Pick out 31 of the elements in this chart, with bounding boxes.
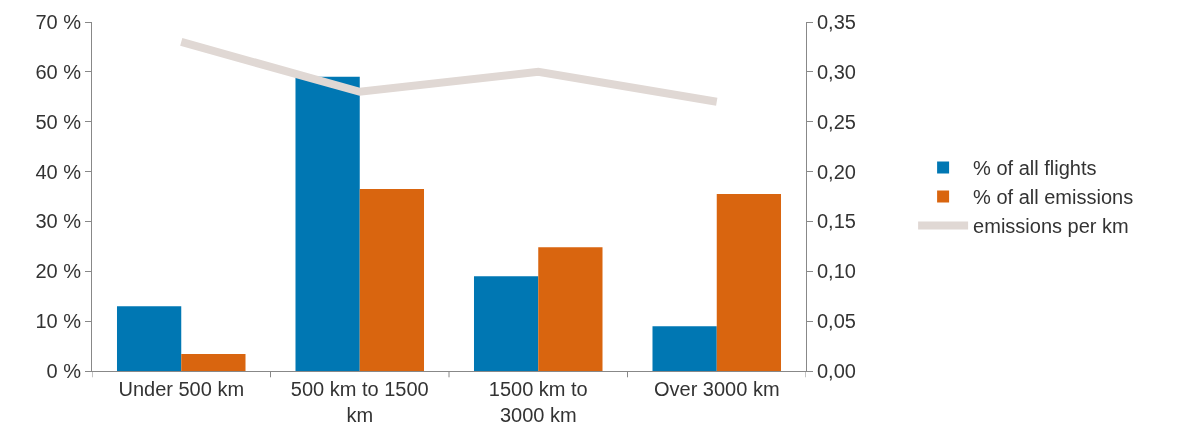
bar xyxy=(538,247,603,371)
y2-tick-label: 0,00 xyxy=(817,360,856,382)
y-tick-label: 30 % xyxy=(35,210,82,233)
x-tick-label: 500 km to 1500 km xyxy=(290,378,429,426)
y2-tick-label: 0,20 xyxy=(817,160,856,183)
y2-tick-label: 0,05 xyxy=(817,310,856,333)
y2-tick-label: 0,30 xyxy=(817,60,856,83)
y-tick-label: 60 % xyxy=(35,60,82,83)
y-tick-label: 70 % xyxy=(35,11,82,33)
bar xyxy=(295,76,360,371)
bar xyxy=(473,276,539,371)
bar xyxy=(359,189,425,371)
x-tick-label: 1500 km to 3000 km xyxy=(488,378,588,426)
bar xyxy=(652,326,717,371)
y-tick-label: 0 % xyxy=(46,360,82,382)
y2-tick-label: 0,15 xyxy=(817,210,856,233)
legend-label: emissions per km xyxy=(973,215,1129,238)
x-tick-label: Under 500 km xyxy=(118,378,245,400)
y-tick-label: 20 % xyxy=(35,260,82,283)
legend-label: % of all emissions xyxy=(973,186,1134,209)
y-tick-label: 40 % xyxy=(35,160,82,183)
x-tick-label: Over 3000 km xyxy=(653,378,780,400)
bar xyxy=(116,306,182,371)
y2-tick-label: 0,10 xyxy=(817,260,856,283)
bar xyxy=(181,354,246,371)
bar xyxy=(716,194,782,371)
y-tick-label: 10 % xyxy=(35,310,82,333)
y-tick-label: 50 % xyxy=(35,110,82,133)
y2-tick-label: 0,35 xyxy=(817,11,856,33)
legend-label: % of all flights xyxy=(973,157,1097,180)
y2-tick-label: 0,25 xyxy=(817,110,856,133)
